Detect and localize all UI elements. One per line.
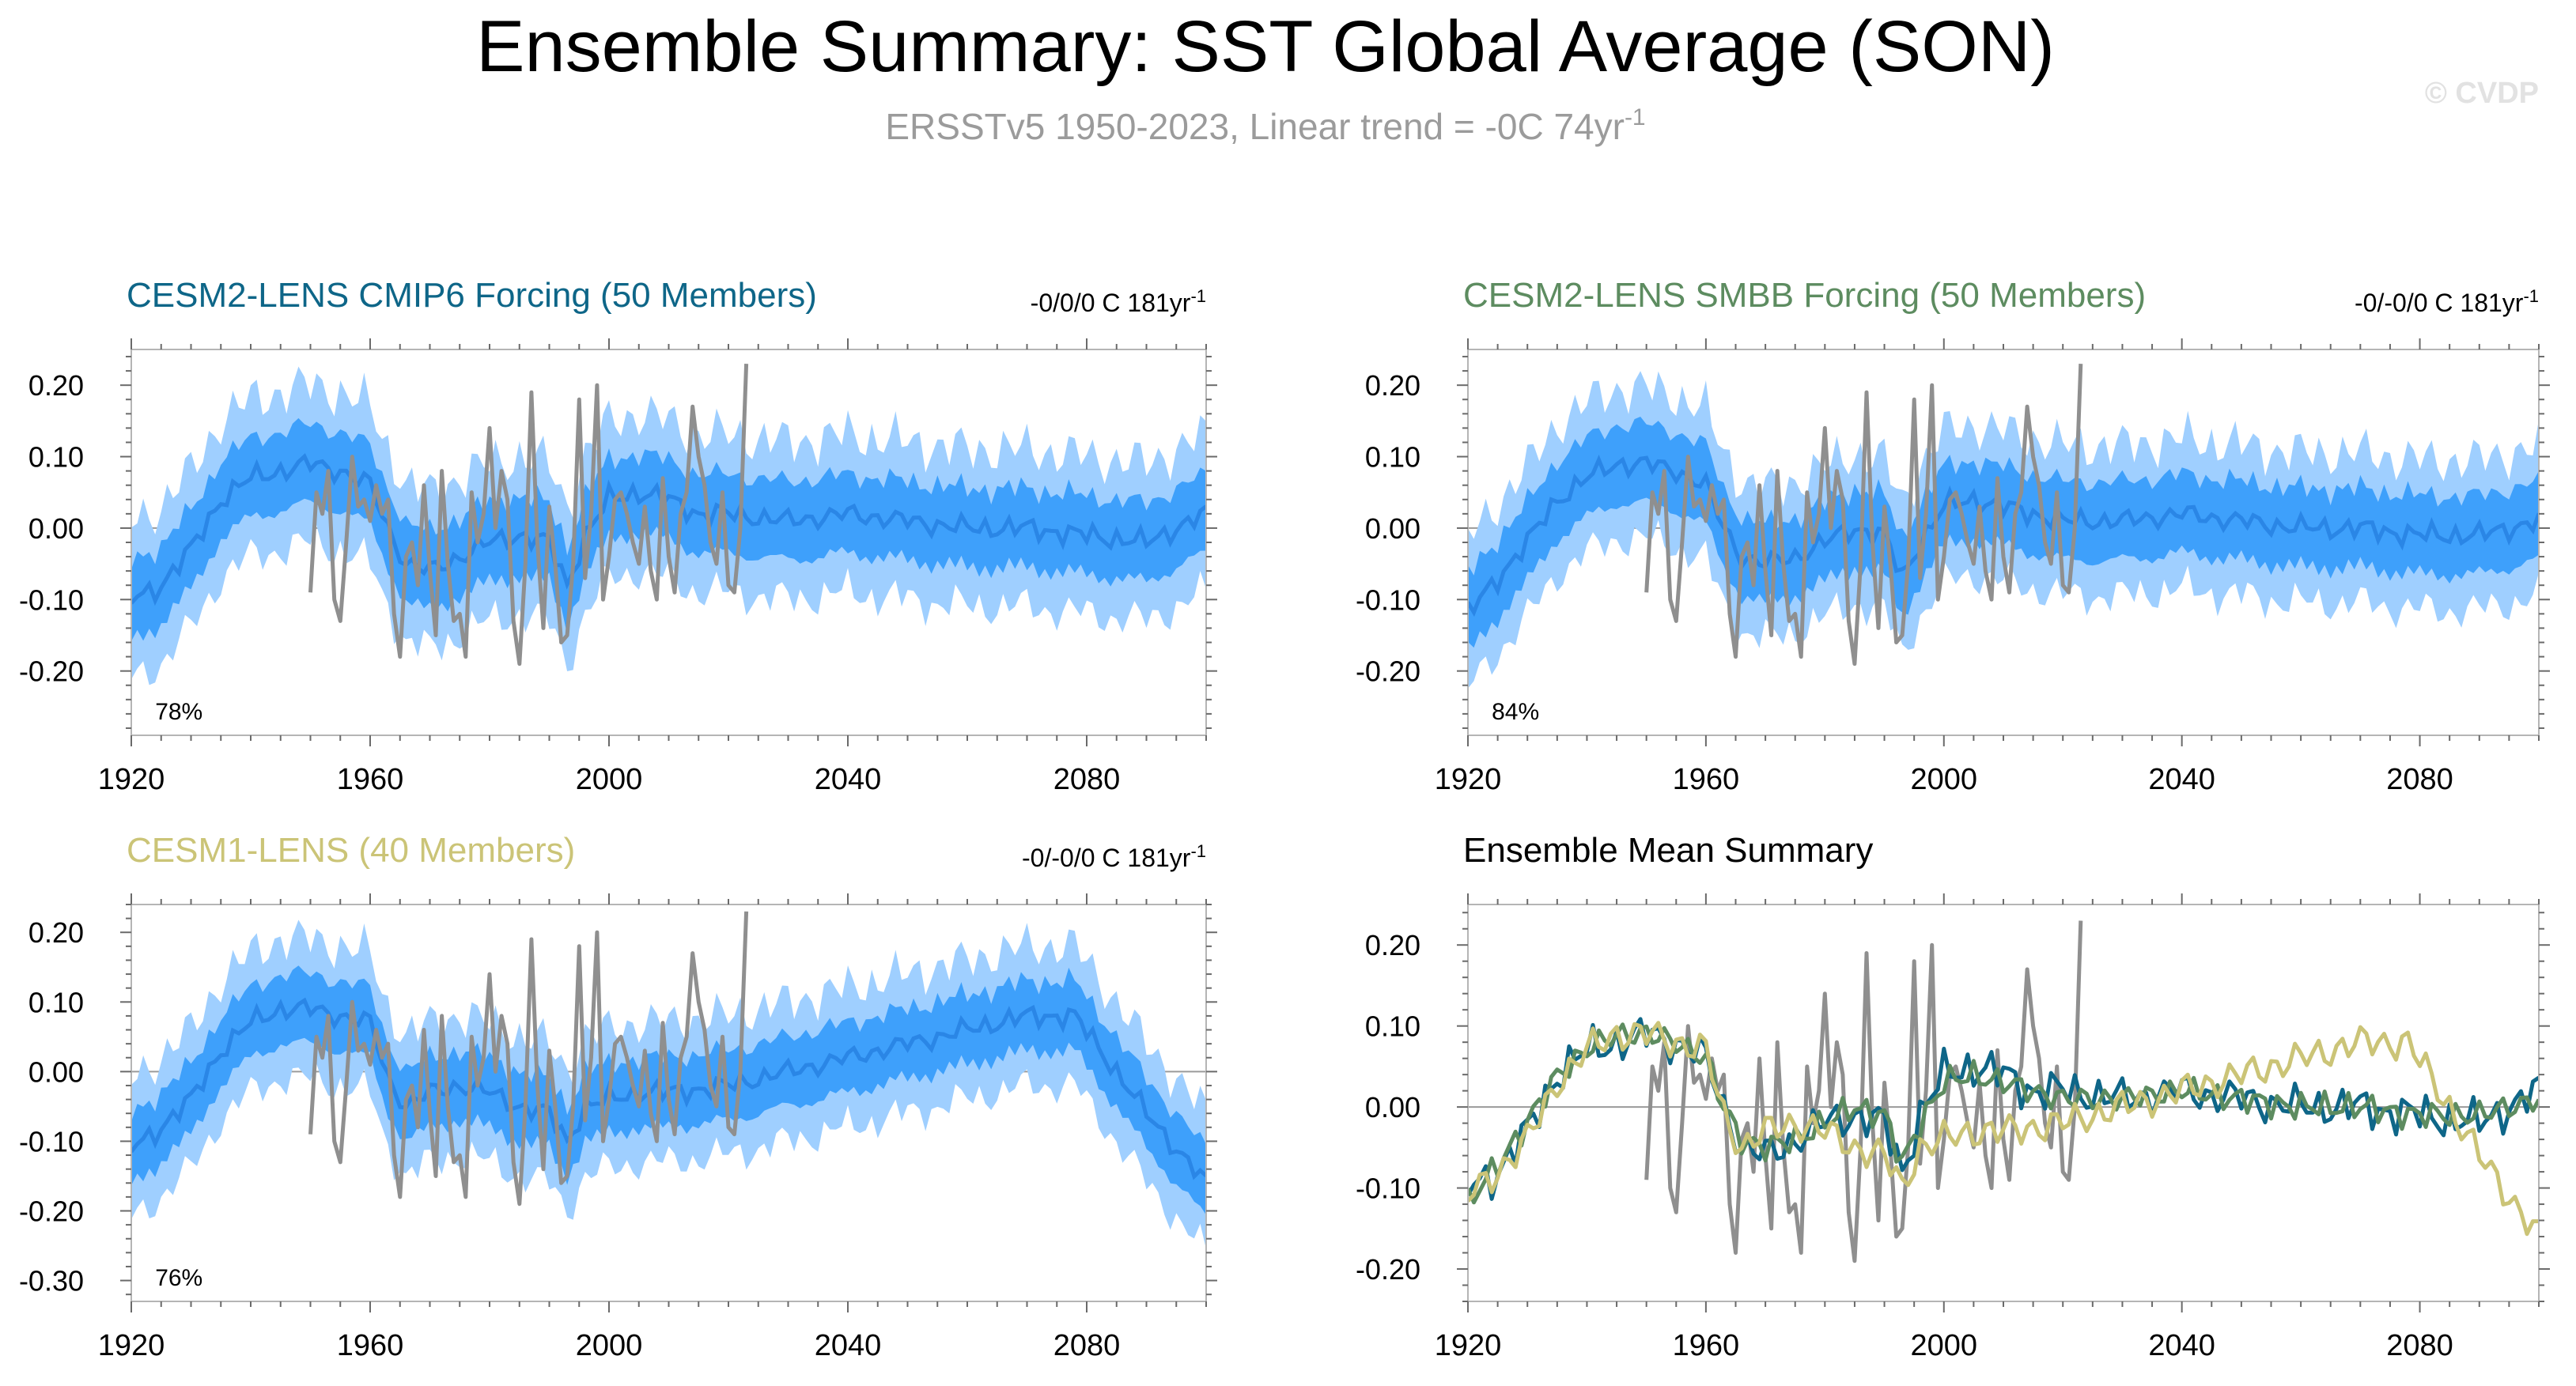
x-tick-label: 2080 xyxy=(2386,763,2453,796)
x-tick-label: 2040 xyxy=(815,763,882,796)
y-tick-label: 0.00 xyxy=(28,1056,84,1088)
y-tick-label: 0.20 xyxy=(28,916,84,949)
x-tick-label: 1960 xyxy=(337,1329,404,1362)
x-tick-label: 2080 xyxy=(2386,1329,2453,1362)
ensemble-mean-line-cesm1 xyxy=(1468,1021,2539,1237)
plot-area xyxy=(1468,904,2539,1301)
chart-panel-smbb: CESM2-LENS SMBB Forcing (50 Members) -0/-… xyxy=(1356,276,2550,796)
y-tick-label: -0.20 xyxy=(19,655,84,688)
x-tick-label: 2080 xyxy=(1053,763,1121,796)
x-tick-label: 1920 xyxy=(1435,763,1502,796)
observations-line xyxy=(308,911,749,1207)
figure-title: Ensemble Summary: SST Global Average (SO… xyxy=(476,6,2055,87)
y-tick-label: -0.10 xyxy=(19,1125,84,1158)
y-tick-label: 0.20 xyxy=(1365,369,1420,402)
observations-line xyxy=(1644,920,2083,1263)
y-tick-label: 0.00 xyxy=(1365,512,1420,545)
panel-title: CESM1-LENS (40 Members) xyxy=(127,831,575,870)
ensemble-mean-line xyxy=(1468,454,2539,617)
x-tick-label: 2080 xyxy=(1053,1329,1121,1362)
y-tick-label: -0.10 xyxy=(1356,583,1420,616)
y-tick-label: 0.00 xyxy=(28,512,84,545)
y-tick-label: 0.10 xyxy=(28,441,84,474)
x-tick-label: 2000 xyxy=(1911,1329,1978,1362)
y-tick-label: 0.00 xyxy=(1365,1091,1420,1124)
percentile-label: 76% xyxy=(155,1265,202,1291)
x-tick-label: 1920 xyxy=(98,763,165,796)
x-tick-label: 2040 xyxy=(2148,763,2215,796)
y-tick-label: -0.20 xyxy=(19,1195,84,1228)
y-tick-label: -0.30 xyxy=(19,1265,84,1297)
observations-line xyxy=(308,364,749,667)
plot-content xyxy=(1468,920,2539,1263)
y-tick-label: 0.10 xyxy=(1365,441,1420,474)
chart-panel-cmip6: CESM2-LENS CMIP6 Forcing (50 Members) -0/… xyxy=(19,276,1217,796)
x-tick-label: 2040 xyxy=(2148,1329,2215,1362)
ensemble-mean-line xyxy=(131,453,1206,606)
chart-panel-summary: Ensemble Mean Summary 1920 1960 2000 2040 208… xyxy=(1356,831,2550,1362)
x-tick-label: 1960 xyxy=(337,763,404,796)
y-tick-label: 0.10 xyxy=(28,986,84,1018)
plot-content xyxy=(131,364,1206,685)
x-tick-label: 1920 xyxy=(98,1329,165,1362)
y-tick-label: 0.10 xyxy=(1365,1010,1420,1043)
percentile-label: 78% xyxy=(155,699,202,725)
panel-title: CESM2-LENS SMBB Forcing (50 Members) xyxy=(1463,276,2146,315)
x-tick-label: 2000 xyxy=(576,763,643,796)
panel-title: CESM2-LENS CMIP6 Forcing (50 Members) xyxy=(127,276,817,315)
x-tick-label: 1960 xyxy=(1673,763,1740,796)
figure-subtitle: ERSSTv5 1950-2023, Linear trend = -0C 74… xyxy=(885,104,1645,147)
y-tick-label: -0.20 xyxy=(1356,1253,1420,1286)
y-tick-label: -0.10 xyxy=(19,583,84,616)
y-tick-label: 0.20 xyxy=(1365,929,1420,961)
y-tick-label: 0.20 xyxy=(28,369,84,402)
plot-content xyxy=(1468,364,2539,689)
x-tick-label: 2040 xyxy=(815,1329,882,1362)
y-tick-label: -0.10 xyxy=(1356,1173,1420,1205)
panel-trend-label: -0/-0/0 C 181yr-1 xyxy=(2355,286,2539,317)
ensemble-mean-line-smbb xyxy=(1468,1022,2539,1205)
chart-panel-cesm1: CESM1-LENS (40 Members) -0/-0/0 C 181yr-1… xyxy=(19,831,1217,1362)
percentile-label: 84% xyxy=(1492,699,1539,725)
x-tick-label: 1960 xyxy=(1673,1329,1740,1362)
panel-trend-label: -0/0/0 C 181yr-1 xyxy=(1031,286,1206,317)
x-tick-label: 2000 xyxy=(1911,763,1978,796)
x-tick-label: 1920 xyxy=(1435,1329,1502,1362)
panel-trend-label: -0/-0/0 C 181yr-1 xyxy=(1022,841,1206,872)
ensemble-iqr-band xyxy=(131,417,1206,642)
plot-content xyxy=(131,911,1206,1249)
observations-line xyxy=(1644,364,2083,667)
x-tick-label: 2000 xyxy=(576,1329,643,1362)
y-tick-label: -0.20 xyxy=(1356,655,1420,688)
panel-title: Ensemble Mean Summary xyxy=(1463,831,1873,870)
cvdp-watermark: © CVDP xyxy=(2425,77,2539,110)
